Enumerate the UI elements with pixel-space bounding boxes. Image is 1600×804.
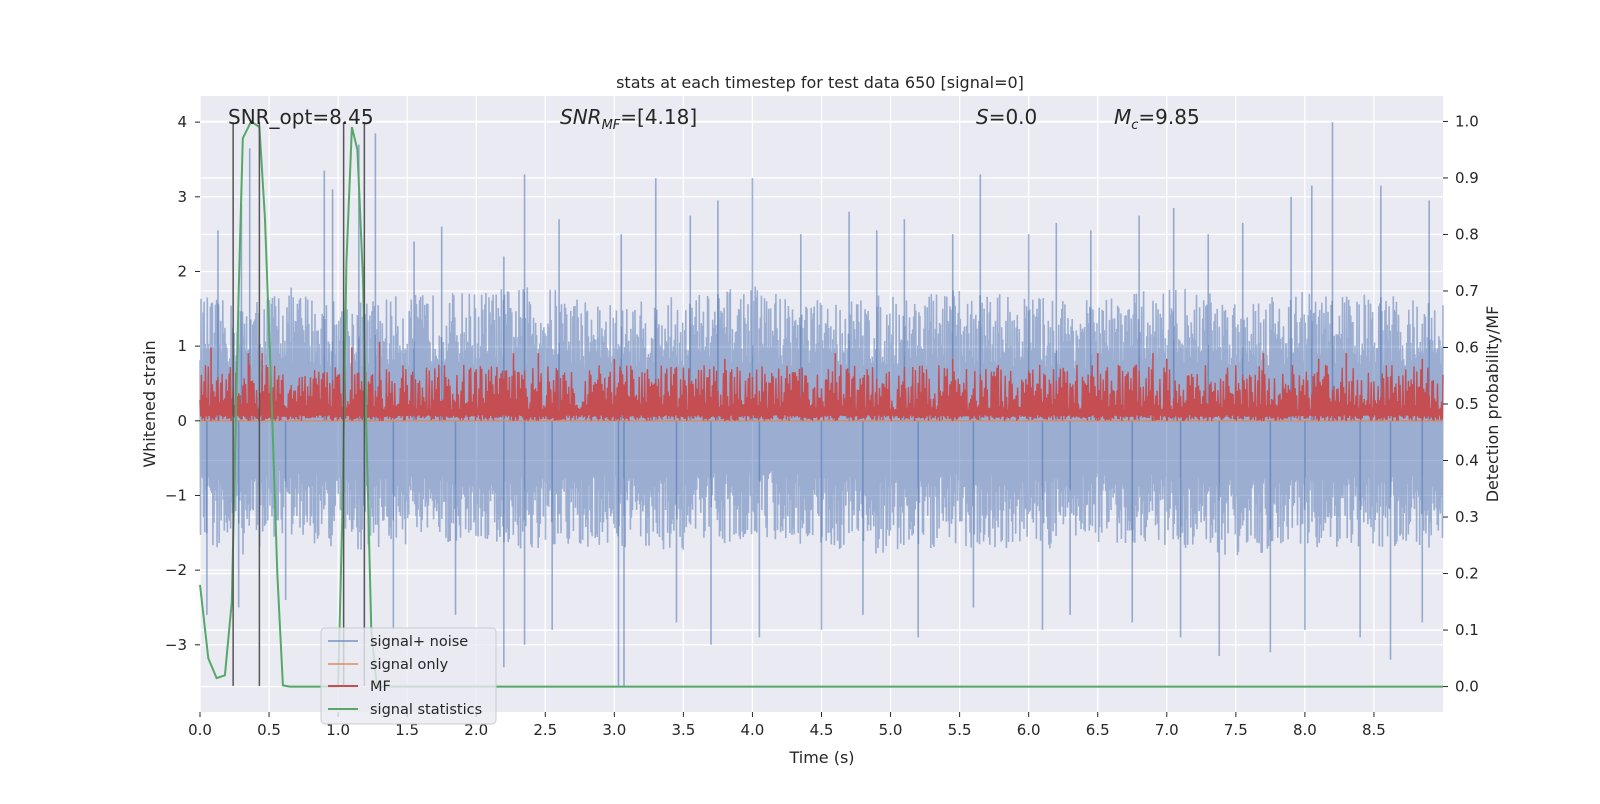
- y2-tick-label: 0.9: [1455, 169, 1479, 187]
- legend-label-signal-only: signal only: [370, 657, 449, 673]
- x-tick-label: 4.0: [741, 721, 765, 739]
- series-layer: [199, 119, 1444, 688]
- x-tick-label: 0.5: [257, 721, 281, 739]
- x-tick-label: 2.0: [464, 721, 488, 739]
- annotation-snr-mf-main: SNR: [560, 105, 602, 129]
- y2-tick-label: 0.7: [1455, 282, 1479, 300]
- x-tick-label: 3.0: [602, 721, 626, 739]
- annotation-s-symbol: S: [976, 105, 989, 129]
- legend-frame: [320, 627, 497, 725]
- x-tick-label: 2.5: [533, 721, 557, 739]
- x-tick-label: 7.5: [1224, 721, 1248, 739]
- x-tick-label: 7.0: [1155, 721, 1179, 739]
- y2-tick-label: 0.6: [1455, 338, 1479, 356]
- y-tick-label: −3: [165, 636, 187, 654]
- annotation-snr-opt: SNR_opt=8.45: [228, 105, 374, 129]
- legend-label-signal-noise: signal+ noise: [370, 634, 468, 650]
- y-axis-label: Whitened strain: [140, 340, 159, 467]
- mf-line: [199, 364, 1444, 422]
- y-tick-label: −1: [165, 486, 187, 504]
- y2-axis-label: Detection probability/MF: [1483, 306, 1502, 503]
- annotation-mc: Mc=9.85: [1114, 105, 1200, 133]
- x-tick-label: 1.0: [326, 721, 350, 739]
- y2-tick-label: 0.2: [1455, 565, 1479, 583]
- annotation-snr-mf-sub: MF: [602, 118, 621, 133]
- x-tick-label: 0.0: [188, 721, 212, 739]
- x-tick-label: 8.0: [1293, 721, 1317, 739]
- x-tick-label: 3.5: [671, 721, 695, 739]
- y-tick-label: 0: [177, 412, 187, 430]
- y2-tick-label: 0.0: [1455, 678, 1479, 696]
- y2-tick-label: 0.1: [1455, 621, 1479, 639]
- annotation-snr-mf-value: =[4.18]: [620, 105, 697, 129]
- legend-label-mf: MF: [370, 679, 391, 695]
- legend: signal+ noise signal only MF signal stat…: [320, 627, 497, 725]
- x-tick-label: 8.5: [1362, 721, 1386, 739]
- y-tick-label: −2: [165, 561, 187, 579]
- x-axis-label: Time (s): [788, 748, 854, 767]
- y2-tick-label: 1.0: [1455, 112, 1479, 130]
- y2-tick-label: 0.8: [1455, 225, 1479, 243]
- y2-tick-label: 0.4: [1455, 452, 1479, 470]
- y2-tick-label: 0.3: [1455, 508, 1479, 526]
- x-tick-label: 5.5: [948, 721, 972, 739]
- annotation-s: S=0.0: [976, 105, 1037, 129]
- annotation-mc-main: M: [1114, 105, 1131, 129]
- legend-label-signal-statistics: signal statistics: [370, 702, 482, 718]
- annotation-s-value: =0.0: [989, 105, 1038, 129]
- x-tick-label: 6.0: [1017, 721, 1041, 739]
- x-tick-label: 5.0: [879, 721, 903, 739]
- y-tick-label: 4: [177, 113, 187, 131]
- annotation-mc-value: =9.85: [1138, 105, 1199, 129]
- y-tick-label: 2: [177, 262, 187, 280]
- x-tick-label: 6.5: [1086, 721, 1110, 739]
- axis-layer: 0.0 0.5 1.0 1.5 2.0 2.5 3.0 3.5 4.0 4.5 5.0 5.5 6.0 6…: [165, 112, 1479, 739]
- chart-title: stats at each timestep for test data 650…: [616, 73, 1024, 92]
- signal-statistics-line: [199, 119, 1443, 688]
- annotation-mc-sub: c: [1131, 118, 1138, 133]
- y2-tick-label: 0.5: [1455, 395, 1479, 413]
- y-tick-label: 1: [177, 337, 187, 355]
- annotation-snr-mf: SNRMF=[4.18]: [560, 105, 697, 133]
- x-tick-label: 4.5: [810, 721, 834, 739]
- signal-noise-line: [199, 286, 1444, 556]
- x-tick-label: 1.5: [395, 721, 419, 739]
- y-tick-label: 3: [177, 188, 187, 206]
